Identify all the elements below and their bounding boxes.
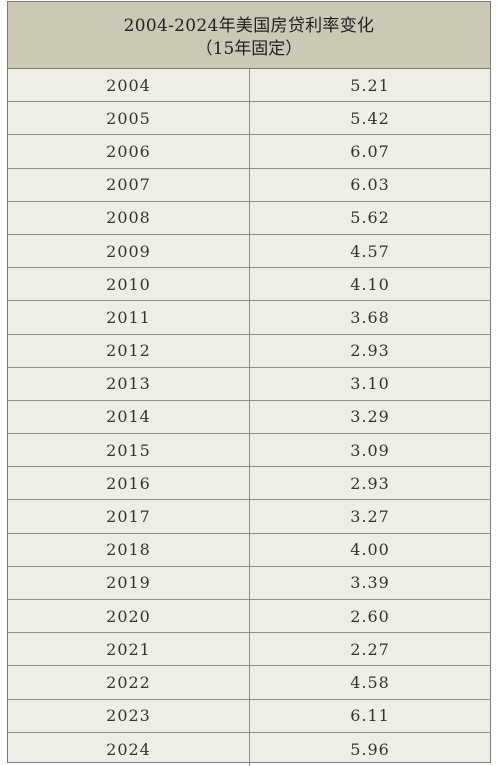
rate-cell: 5.42 xyxy=(350,108,390,128)
rate-cell: 2.60 xyxy=(350,606,390,626)
year-cell: 2016 xyxy=(8,467,250,500)
year-cell: 2017 xyxy=(8,500,250,533)
year-cell: 2021 xyxy=(8,633,250,666)
year-cell: 2023 xyxy=(8,699,250,732)
mortgage-rate-table: 2004-2024年美国房贷利率变化 （15年固定） 2004 5.21 2005 5… xyxy=(7,1,491,766)
year-cell: 2022 xyxy=(8,666,250,699)
rate-cell: 2.93 xyxy=(350,473,390,493)
rate-cell: 5.21 xyxy=(350,75,390,95)
rate-cell: 4.57 xyxy=(350,241,390,261)
table-row: 2024 5.96 xyxy=(8,732,490,766)
year-cell: 2012 xyxy=(8,334,250,367)
table-header: 2004-2024年美国房贷利率变化 （15年固定） xyxy=(8,2,490,69)
year-cell: 2004 xyxy=(8,69,250,102)
rate-cell: 5.96 xyxy=(350,739,390,759)
table-subtitle: （15年固定） xyxy=(195,39,303,59)
table-row: 2017 3.27 xyxy=(8,500,490,534)
year-cell: 2013 xyxy=(8,367,250,400)
table-row: 2006 6.07 xyxy=(8,135,490,169)
year-cell: 2014 xyxy=(8,400,250,434)
year-cell: 2008 xyxy=(8,201,250,234)
table-row: 2022 4.58 xyxy=(8,666,490,700)
table-row: 2016 2.93 xyxy=(8,467,490,501)
table-title: 2004-2024年美国房贷利率变化 xyxy=(123,16,375,36)
table-body: 2004 5.21 2005 5.42 2006 6.07 2007 6.03 2008 5.62… xyxy=(8,69,490,766)
rate-cell: 2.93 xyxy=(350,341,390,361)
table-row: 2012 2.93 xyxy=(8,334,490,368)
year-cell: 2019 xyxy=(8,566,250,599)
table-row: 2019 3.39 xyxy=(8,566,490,600)
rate-cell: 3.68 xyxy=(350,307,390,327)
year-cell: 2010 xyxy=(8,268,250,301)
year-cell: 2006 xyxy=(8,135,250,168)
year-cell: 2024 xyxy=(8,732,250,766)
table-row: 2021 2.27 xyxy=(8,633,490,667)
rate-cell: 3.09 xyxy=(350,440,390,460)
year-cell: 2005 xyxy=(8,102,250,135)
table-row: 2014 3.29 xyxy=(8,400,490,435)
rate-cell: 4.00 xyxy=(350,540,390,560)
year-cell: 2011 xyxy=(8,301,250,334)
rate-cell: 3.29 xyxy=(350,407,390,427)
table-row: 2008 5.62 xyxy=(8,201,490,235)
rate-cell: 2.27 xyxy=(350,639,390,659)
table-row: 2010 4.10 xyxy=(8,268,490,302)
table-row: 2023 6.11 xyxy=(8,699,490,733)
year-cell: 2015 xyxy=(8,434,250,467)
table-row: 2005 5.42 xyxy=(8,102,490,136)
rate-cell: 5.62 xyxy=(350,208,390,228)
table-row: 2009 4.57 xyxy=(8,234,490,269)
table-row: 2004 5.21 xyxy=(8,69,490,103)
table-row: 2018 4.00 xyxy=(8,533,490,567)
table-row: 2011 3.68 xyxy=(8,301,490,335)
rate-cell: 6.11 xyxy=(350,706,390,726)
rate-cell: 3.10 xyxy=(350,374,390,394)
table-row: 2013 3.10 xyxy=(8,367,490,401)
table-row: 2020 2.60 xyxy=(8,600,490,634)
rate-cell: 3.39 xyxy=(350,573,390,593)
rate-cell: 4.58 xyxy=(350,672,390,692)
table-row: 2007 6.03 xyxy=(8,168,490,202)
rate-cell: 6.03 xyxy=(350,175,390,195)
year-cell: 2007 xyxy=(8,168,250,201)
year-cell: 2009 xyxy=(8,234,250,268)
rate-cell: 4.10 xyxy=(350,274,390,294)
table-row: 2015 3.09 xyxy=(8,434,490,468)
year-cell: 2020 xyxy=(8,600,250,633)
year-cell: 2018 xyxy=(8,533,250,566)
rate-cell: 6.07 xyxy=(350,141,390,161)
rate-cell: 3.27 xyxy=(350,507,390,527)
